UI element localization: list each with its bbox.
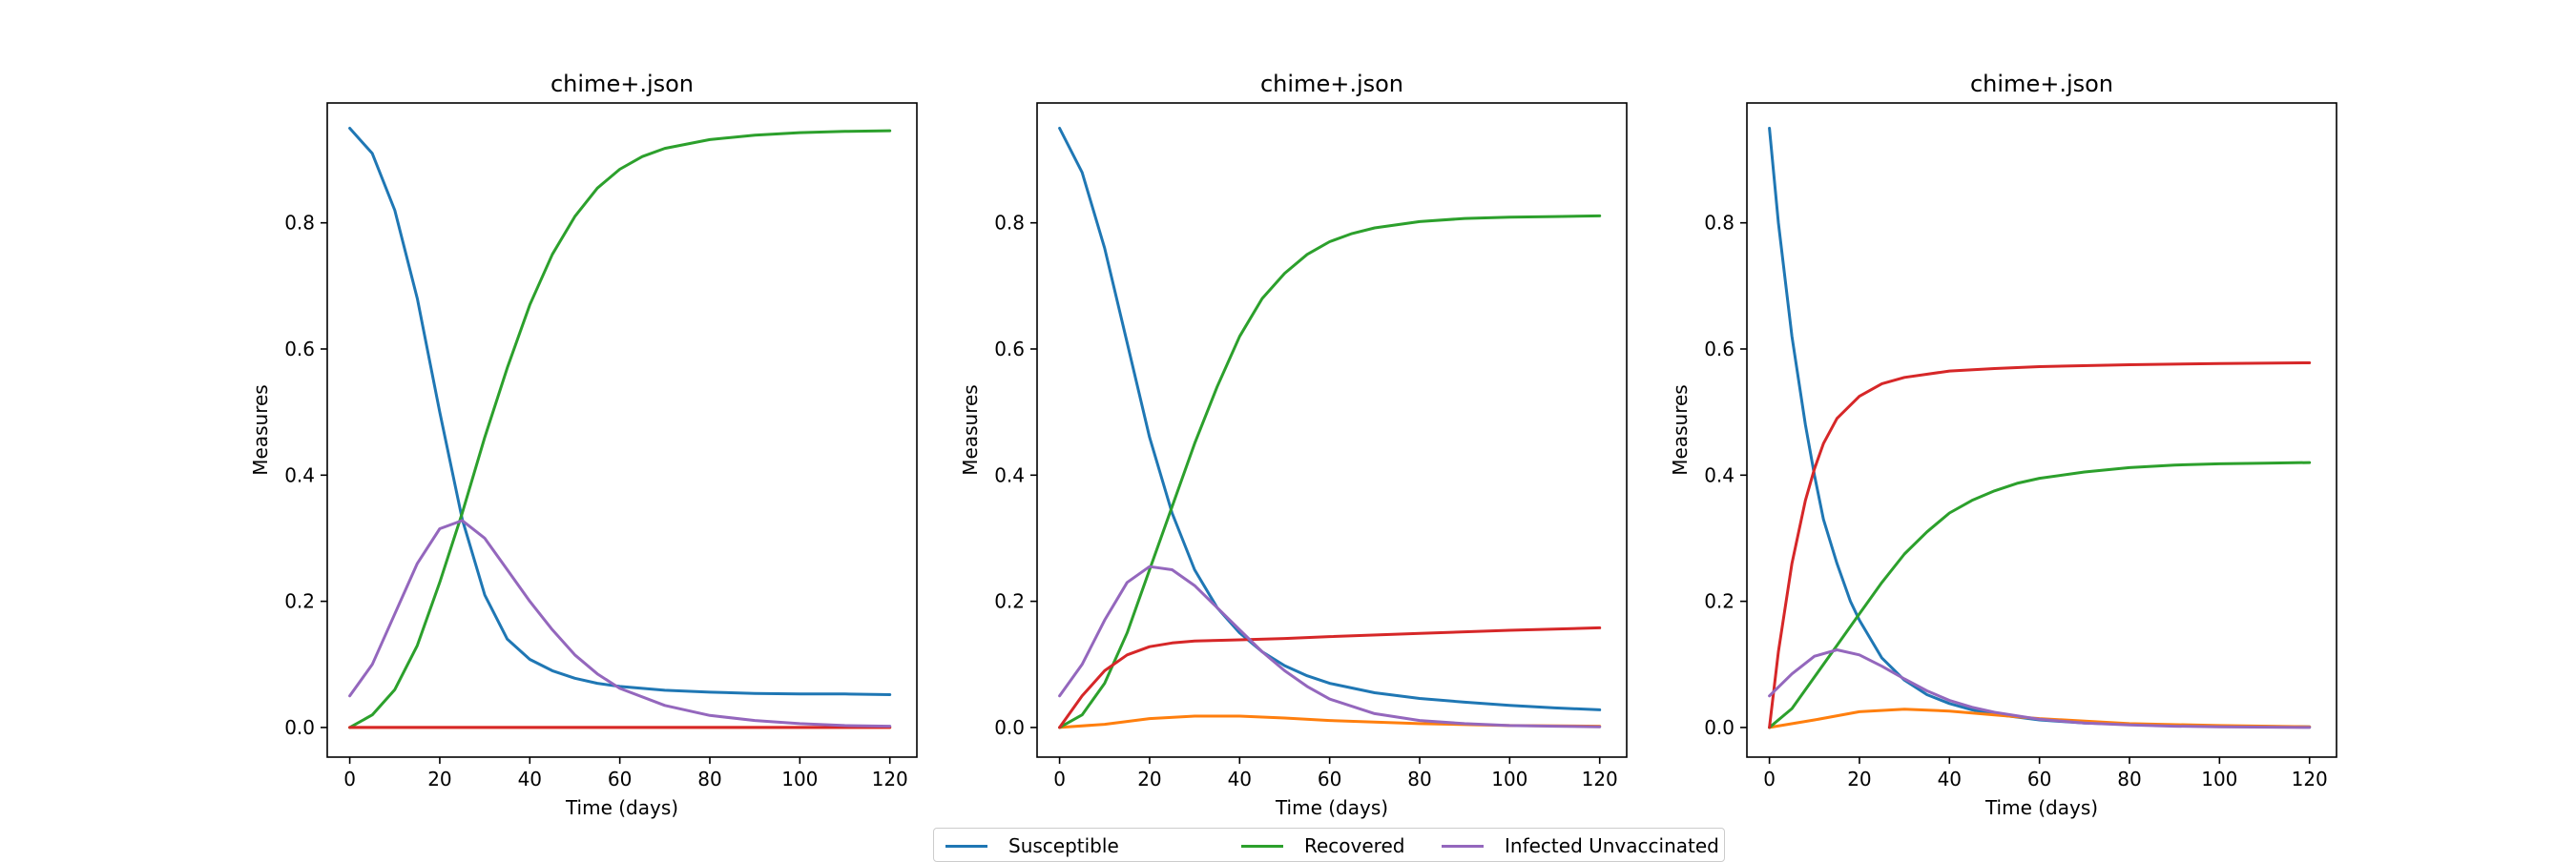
chart-title: chime+.json bbox=[1260, 71, 1403, 97]
x-tick-label: 0 bbox=[1053, 768, 1066, 790]
series-group bbox=[1058, 127, 1602, 729]
y-tick-label: 0.0 bbox=[284, 716, 315, 739]
x-tick-label: 20 bbox=[1137, 768, 1161, 790]
x-tick-label: 100 bbox=[2201, 768, 2237, 790]
chart-title: chime+.json bbox=[551, 71, 694, 97]
x-tick-label: 0 bbox=[343, 768, 356, 790]
x-tick-label: 80 bbox=[697, 768, 721, 790]
legend-label-recovered: Recovered bbox=[1304, 834, 1405, 857]
y-tick-label: 0.0 bbox=[994, 716, 1025, 739]
series-line-unlabeled-2 bbox=[1768, 708, 2312, 729]
plot-frame bbox=[1746, 102, 2337, 758]
y-tick-label: 0.8 bbox=[1704, 212, 1735, 235]
series-line-recovered bbox=[348, 129, 892, 729]
series-line-unlabeled-4 bbox=[1768, 361, 2312, 729]
series-line-unlabeled-4 bbox=[1058, 626, 1602, 729]
series-line-infected-unvaccinated bbox=[348, 519, 892, 729]
series-line-susceptible bbox=[1768, 127, 2312, 729]
x-axis-label: Time (days) bbox=[1275, 796, 1388, 819]
x-axis-label: Time (days) bbox=[565, 796, 678, 819]
legend-swatch-susceptible bbox=[945, 845, 987, 848]
y-tick-label: 0.6 bbox=[1704, 338, 1735, 360]
x-tick-label: 120 bbox=[2292, 768, 2328, 790]
x-tick-label: 80 bbox=[1407, 768, 1431, 790]
y-axis-label: Measures bbox=[959, 384, 982, 475]
x-tick-label: 0 bbox=[1763, 768, 1776, 790]
x-tick-label: 100 bbox=[781, 768, 818, 790]
y-tick-label: 0.4 bbox=[1704, 463, 1735, 486]
series-line-susceptible bbox=[348, 127, 892, 696]
x-tick-label: 20 bbox=[427, 768, 451, 790]
y-axis-label: Measures bbox=[249, 384, 272, 475]
x-tick-label: 60 bbox=[1318, 768, 1341, 790]
series-line-recovered bbox=[1058, 214, 1602, 729]
series-line-infected-unvaccinated bbox=[1768, 648, 2312, 729]
y-axis-label: Measures bbox=[1669, 384, 1692, 475]
x-tick-label: 60 bbox=[2027, 768, 2051, 790]
series-line-susceptible bbox=[1058, 127, 1602, 711]
x-tick-label: 100 bbox=[1491, 768, 1527, 790]
chart-3: 0 20 40 60 80 100 120 0.0 0.2 0.4 0.6 0.8 chime+.jso… bbox=[1669, 71, 2337, 819]
plot-frame bbox=[1036, 102, 1628, 758]
x-tick-label: 40 bbox=[518, 768, 542, 790]
series-line-infected-unvaccinated bbox=[1058, 564, 1602, 729]
plot-frame bbox=[326, 102, 918, 758]
y-tick-label: 0.6 bbox=[284, 338, 315, 360]
y-tick-label: 0.4 bbox=[994, 463, 1025, 486]
series-group bbox=[1768, 127, 2312, 729]
x-axis-label: Time (days) bbox=[1984, 796, 2098, 819]
charts-container: 0 20 40 60 80 100 120 0.0 0.2 0.4 0.6 0.8 chime+.jso… bbox=[249, 71, 2337, 819]
y-tick-label: 0.2 bbox=[1704, 590, 1735, 613]
legend-swatch-recovered bbox=[1241, 845, 1283, 848]
chart-1: 0 20 40 60 80 100 120 0.0 0.2 0.4 0.6 0.8 chime+.jso… bbox=[249, 71, 918, 819]
x-tick-label: 20 bbox=[1847, 768, 1871, 790]
y-tick-label: 0.8 bbox=[994, 212, 1025, 235]
y-tick-label: 0.2 bbox=[284, 590, 315, 613]
legend-label-susceptible: Susceptible bbox=[1008, 834, 1119, 857]
y-tick-label: 0.6 bbox=[994, 338, 1025, 360]
y-tick-label: 0.8 bbox=[284, 212, 315, 235]
series-group bbox=[348, 127, 892, 729]
legend-label-infected-unvaccinated: Infected Unvaccinated bbox=[1505, 834, 1719, 857]
x-tick-label: 80 bbox=[2117, 768, 2141, 790]
y-tick-label: 0.2 bbox=[994, 590, 1025, 613]
legend: Susceptible Recovered Infected Unvaccina… bbox=[933, 828, 1725, 862]
x-tick-label: 40 bbox=[1938, 768, 1962, 790]
y-tick-label: 0.0 bbox=[1704, 716, 1735, 739]
chart-title: chime+.json bbox=[1970, 71, 2113, 97]
series-line-recovered bbox=[1768, 461, 2312, 729]
x-tick-label: 120 bbox=[872, 768, 908, 790]
y-tick-label: 0.4 bbox=[284, 463, 315, 486]
x-tick-label: 40 bbox=[1228, 768, 1252, 790]
x-tick-label: 120 bbox=[1582, 768, 1618, 790]
chart-2: 0 20 40 60 80 100 120 0.0 0.2 0.4 0.6 0.8 chime+.jso… bbox=[959, 71, 1628, 819]
x-tick-label: 60 bbox=[608, 768, 632, 790]
legend-swatch-infected-unvaccinated bbox=[1442, 845, 1484, 848]
